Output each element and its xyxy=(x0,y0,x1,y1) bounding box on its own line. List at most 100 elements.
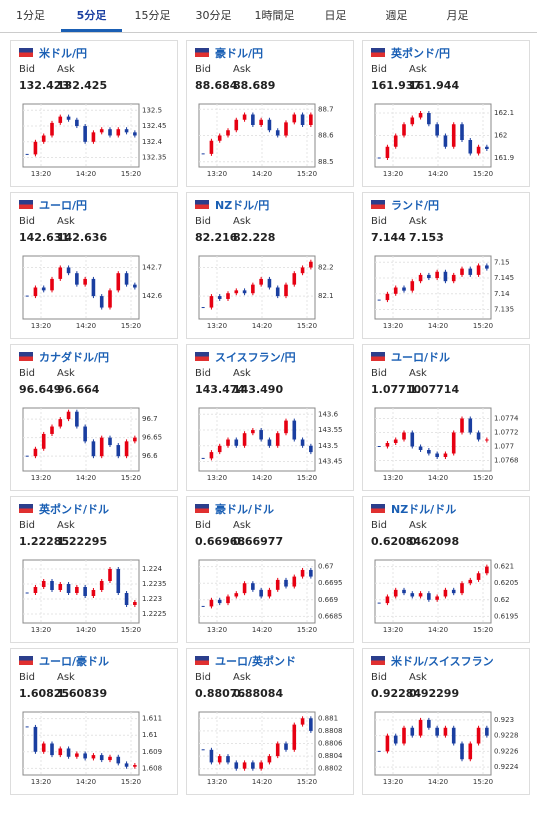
candle xyxy=(292,114,297,123)
candle xyxy=(485,439,489,441)
timeframe-tab[interactable]: 週足 xyxy=(385,9,408,22)
rate-card[interactable]: ユーロ/英ポンド Bid Ask 0.88076 0.88084 0.881 0.8808 0… xyxy=(186,648,354,795)
candle xyxy=(50,743,54,756)
pair-name[interactable]: 英ポンド/ドル xyxy=(39,503,110,516)
candle xyxy=(443,135,448,147)
candle xyxy=(309,114,313,125)
timeframe-tab[interactable]: 5分足 xyxy=(61,0,122,32)
rate-card[interactable]: NZドル/ドル Bid Ask 0.62084 0.62098 0.621 0.6205 0.… xyxy=(362,496,530,643)
ask-label: Ask xyxy=(409,64,427,75)
rate-card[interactable]: ランド/円 Bid Ask 7.144 7.153 7.15 7.145 7.14 7.135 1… xyxy=(362,192,530,339)
bid-label: Bid xyxy=(19,368,35,379)
pair-name[interactable]: ユーロ/英ポンド xyxy=(215,655,297,668)
flag-icon xyxy=(195,504,209,513)
rate-card[interactable]: 米ドル/スイスフラン Bid Ask 0.92284 0.92299 0.923 0.922… xyxy=(362,648,530,795)
rate-card[interactable]: NZドル/円 Bid Ask 82.216 82.228 82.2 82.1 13:20 14:… xyxy=(186,192,354,339)
candle xyxy=(485,566,489,574)
bid-label: Bid xyxy=(371,368,387,379)
candle xyxy=(242,114,247,120)
y-tick-label: 1.608 xyxy=(142,764,162,772)
candle xyxy=(485,146,489,149)
pair-name[interactable]: ユーロ/円 xyxy=(39,199,88,212)
mini-chart: 96.7 96.65 96.6 13:20 14:20 15:20 xyxy=(22,407,162,482)
candle xyxy=(385,146,390,158)
candle xyxy=(58,419,63,427)
y-tick-label: 161.9 xyxy=(494,154,514,162)
ask-value: 161.944 xyxy=(409,79,460,92)
y-tick-label: 1.61 xyxy=(142,731,158,739)
candle xyxy=(443,453,448,457)
rate-card[interactable]: 米ドル/円 Bid Ask 132.423 132.425 132.5 132.45 132.… xyxy=(10,40,178,187)
pair-name[interactable]: NZドル/ドル xyxy=(391,503,457,516)
y-tick-label: 0.6695 xyxy=(318,579,343,587)
timeframe-tab[interactable]: 月足 xyxy=(446,9,469,22)
pair-name[interactable]: 豪ドル/円 xyxy=(215,47,264,60)
rate-card[interactable]: 英ポンド/ドル Bid Ask 1.22285 1.22295 1.224 1.2235 1.… xyxy=(10,496,178,643)
rate-card[interactable]: 豪ドル/円 Bid Ask 88.684 88.689 88.7 88.6 88.5 13:20… xyxy=(186,40,354,187)
pair-name[interactable]: 豪ドル/ドル xyxy=(215,503,275,516)
timeframe-tab[interactable]: 15分足 xyxy=(134,9,171,22)
mini-chart: 1.611 1.61 1.609 1.608 13:20 14:20 15:20 xyxy=(22,711,162,786)
flag-icon xyxy=(19,48,33,57)
y-tick-label: 132.45 xyxy=(142,122,167,130)
pair-name[interactable]: 米ドル/円 xyxy=(39,47,88,60)
candle xyxy=(309,261,313,268)
rate-card[interactable]: ユーロ/ドル Bid Ask 1.07710 1.07714 1.0774 1.0772 1.… xyxy=(362,344,530,491)
y-tick-label: 132.4 xyxy=(142,138,163,146)
rate-card[interactable]: カナダドル/円 Bid Ask 96.649 96.664 96.7 96.65 96.6 13… xyxy=(10,344,178,491)
candle xyxy=(50,122,54,136)
rate-card[interactable]: 英ポンド/円 Bid Ask 161.937 161.944 162.1 162 161.9 1… xyxy=(362,40,530,187)
pair-name[interactable]: ランド/円 xyxy=(391,199,440,212)
pair-name[interactable]: カナダドル/円 xyxy=(39,351,110,364)
x-tick-label: 15:20 xyxy=(473,626,493,634)
y-tick-label: 1.077 xyxy=(494,443,514,451)
y-tick-label: 7.14 xyxy=(494,290,510,298)
pair-name[interactable]: スイスフラン/円 xyxy=(215,351,296,364)
candle xyxy=(251,762,255,769)
ask-value: 142.636 xyxy=(57,231,108,244)
pair-name[interactable]: 英ポンド/円 xyxy=(391,47,451,60)
plot-frame xyxy=(198,559,316,624)
candle xyxy=(275,743,280,757)
candle xyxy=(284,579,288,587)
timeframe-tab[interactable]: 1分足 xyxy=(16,9,45,22)
bid-value: 132.423 xyxy=(19,79,70,92)
mini-chart: 143.6 143.55 143.5 143.45 13:20 14:20 15:20 xyxy=(198,407,343,482)
candle xyxy=(91,590,96,596)
y-tick-label: 0.923 xyxy=(494,716,514,724)
rate-card[interactable]: スイスフラン/円 Bid Ask 143.474 143.490 143.6 143.55 1… xyxy=(186,344,354,491)
bid-value: 7.144 xyxy=(371,231,406,244)
candle xyxy=(124,763,129,767)
pair-name[interactable]: NZドル/円 xyxy=(215,199,270,212)
candle xyxy=(476,573,481,580)
pair-name[interactable]: ユーロ/ドル xyxy=(391,351,451,364)
candle xyxy=(226,596,230,604)
rate-card[interactable]: 豪ドル/ドル Bid Ask 0.66968 0.66977 0.67 0.6695 0.66… xyxy=(186,496,354,643)
x-tick-label: 13:20 xyxy=(31,170,51,178)
candle xyxy=(385,443,390,447)
candle xyxy=(292,724,297,750)
candle xyxy=(50,278,54,291)
ask-label: Ask xyxy=(409,216,427,227)
rate-card[interactable]: ユーロ/円 Bid Ask 142.631 142.636 142.7 142.6 13:20… xyxy=(10,192,178,339)
ask-value: 82.228 xyxy=(233,231,276,244)
candle xyxy=(427,593,431,600)
timeframe-tab[interactable]: 30分足 xyxy=(195,9,232,22)
y-tick-label: 82.2 xyxy=(318,263,334,271)
pair-name[interactable]: ユーロ/豪ドル xyxy=(39,655,110,668)
x-tick-label: 14:20 xyxy=(76,170,96,178)
bid-label: Bid xyxy=(371,64,387,75)
candle xyxy=(91,441,96,457)
candle xyxy=(485,727,489,736)
bid-label: Bid xyxy=(195,64,211,75)
rate-card[interactable]: ユーロ/豪ドル Bid Ask 1.60825 1.60839 1.611 1.61 1.60… xyxy=(10,648,178,795)
timeframe-tab[interactable]: 日足 xyxy=(324,9,347,22)
timeframe-tab[interactable]: 1時間足 xyxy=(254,9,295,22)
candle xyxy=(267,119,272,131)
candle xyxy=(108,290,112,308)
candle xyxy=(66,267,71,274)
pair-name[interactable]: 米ドル/スイスフラン xyxy=(391,655,494,668)
candle xyxy=(443,727,448,736)
y-tick-label: 1.0768 xyxy=(494,457,519,465)
x-tick-label: 14:20 xyxy=(76,626,96,634)
